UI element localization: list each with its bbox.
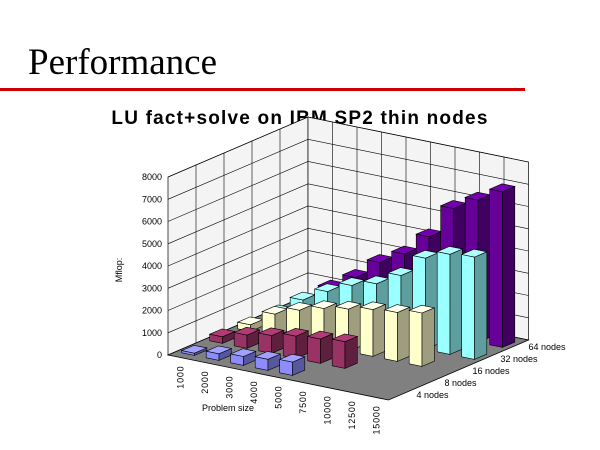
y-axis-label: Mflop:	[114, 258, 124, 283]
bar	[229, 348, 257, 366]
bar-side	[421, 307, 435, 367]
bar-front	[258, 332, 272, 354]
slide-title: Performance	[28, 42, 218, 83]
bar-top	[278, 353, 306, 363]
bar-top	[310, 300, 338, 309]
bar-top	[306, 330, 334, 340]
bar-front	[461, 254, 475, 360]
y-tick-label: 3000	[142, 283, 162, 293]
bar	[306, 330, 334, 364]
series-label: 64 nodes	[529, 342, 567, 352]
y-tick-label: 8000	[142, 172, 162, 182]
series-label: 4 nodes	[417, 390, 450, 400]
bar	[383, 304, 411, 362]
bar-top	[229, 348, 257, 357]
chart-title: LU fact+solve on IBM SP2 thin nodes	[111, 108, 489, 129]
x-tick-label: 15000	[371, 406, 381, 435]
bar-front	[408, 310, 423, 367]
series-label: 32 nodes	[501, 354, 539, 364]
bar-front	[331, 338, 346, 369]
x-tick-label: 12500	[347, 401, 357, 430]
bar	[254, 351, 282, 371]
bar-top	[254, 351, 282, 360]
bar-top	[180, 344, 208, 354]
bar-front	[384, 309, 398, 362]
bar-side	[502, 185, 516, 348]
bar	[282, 327, 310, 359]
x-axis-label: Problem size	[202, 403, 254, 413]
y-tick-label: 5000	[142, 239, 162, 249]
bar	[488, 183, 516, 348]
bars	[180, 183, 516, 376]
bar	[408, 304, 436, 367]
bar-top	[436, 246, 464, 255]
bar-top	[331, 333, 359, 343]
x-tick-label: 7500	[298, 391, 308, 414]
bar-front	[359, 306, 374, 357]
bar	[331, 333, 359, 369]
x-tick-labels: 1000 2000 3000 4000 5000 7500 10000 12500 15000	[175, 366, 381, 435]
bar-top	[488, 183, 516, 193]
bar-top	[208, 328, 236, 338]
series-label: 8 nodes	[445, 378, 478, 388]
bar-top	[257, 327, 285, 336]
bar	[208, 328, 236, 344]
bar-top	[460, 248, 488, 258]
y-tick-label: 0	[157, 350, 162, 360]
x-tick-label: 1000	[175, 366, 185, 389]
bar-side	[474, 251, 488, 360]
bar	[205, 345, 233, 361]
bar	[278, 353, 306, 376]
bar-top	[282, 327, 310, 337]
x-tick-label: 4000	[249, 381, 259, 404]
x-tick-label: 10000	[322, 396, 332, 425]
bar-front	[489, 188, 503, 348]
bar-top	[383, 304, 411, 313]
bar-side	[449, 248, 463, 355]
bar-top	[334, 300, 362, 310]
series-label: 16 nodes	[473, 366, 511, 376]
bar-top	[359, 301, 387, 311]
bar-front	[436, 251, 451, 355]
y-tick-label: 4000	[142, 261, 162, 271]
y-tick-label: 1000	[142, 328, 162, 338]
y-tick-label: 7000	[142, 194, 162, 204]
title-rule	[0, 88, 525, 91]
bar-side	[397, 306, 411, 362]
x-tick-label: 3000	[224, 376, 234, 399]
x-tick-label: 2000	[200, 371, 210, 394]
bar-side	[372, 303, 386, 357]
bar	[257, 327, 285, 354]
y-tick-label: 6000	[142, 217, 162, 227]
bar-top	[285, 302, 313, 311]
x-tick-label: 5000	[273, 386, 283, 409]
bar-top	[338, 277, 366, 286]
bar-top	[233, 326, 261, 336]
bar-side	[344, 336, 358, 369]
bar	[180, 344, 208, 356]
y-tick-label: 2000	[142, 306, 162, 316]
y-tick-labels: 0 1000 2000 3000 4000 5000 6000 7000 8000	[142, 172, 162, 360]
bar	[436, 246, 464, 355]
bar-front	[307, 336, 321, 364]
bar	[460, 248, 488, 360]
bar-top	[408, 304, 436, 314]
bar	[359, 301, 387, 357]
bar-top	[205, 345, 233, 355]
series-labels: 4 nodes 8 nodes 16 nodes 32 nodes 64 nodes	[417, 342, 567, 400]
bar	[233, 326, 261, 349]
